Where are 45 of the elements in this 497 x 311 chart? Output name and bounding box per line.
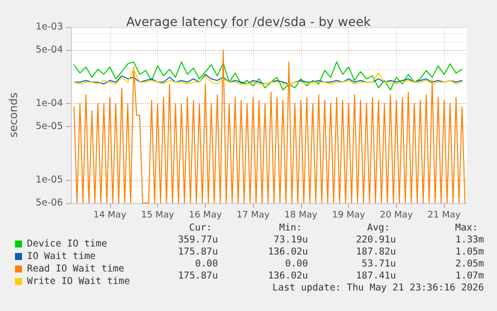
x-tick-label: 18 May xyxy=(284,210,318,220)
text: 175.87u xyxy=(178,270,218,282)
text: 359.77u xyxy=(178,234,218,246)
x-tick-label: 21 May xyxy=(428,210,462,220)
x-tick-label: 14 May xyxy=(93,210,127,220)
line-series xyxy=(73,74,463,84)
line-series xyxy=(73,68,463,84)
text: Avg: xyxy=(367,222,390,234)
text: 136.02u xyxy=(268,270,308,282)
text: 53.71u xyxy=(362,258,396,270)
y-tick-label: 5e-05 xyxy=(36,121,63,132)
text: 2.05m xyxy=(455,258,484,270)
text: 187.82u xyxy=(356,246,396,258)
y-tick-label: 5e-04 xyxy=(36,44,63,56)
text: 1.07m xyxy=(455,270,484,282)
text: 1.05m xyxy=(455,246,484,258)
text: Max: xyxy=(455,222,478,234)
legend-label: IO Wait time xyxy=(27,251,96,262)
text: 0.00 xyxy=(195,258,218,270)
text: 136.02u xyxy=(268,246,308,258)
legend-label: Device IO time xyxy=(27,238,108,250)
line-series xyxy=(73,50,466,204)
legend-label: Read IO Wait time xyxy=(27,264,125,274)
chart-title: Average latency for /dev/sda - by week xyxy=(126,14,372,29)
text: 220.91u xyxy=(356,234,396,246)
text: 187.41u xyxy=(356,270,396,282)
text: 175.87u xyxy=(178,246,218,258)
x-tick-label: 19 May xyxy=(332,210,366,220)
text: 73.19u xyxy=(274,234,308,246)
text: 0.00 xyxy=(285,258,308,270)
y-tick-label: 1e-05 xyxy=(36,174,63,186)
y-tick-label: 1e-03 xyxy=(36,22,63,32)
text: Min: xyxy=(279,222,302,234)
x-tick-label: 17 May xyxy=(236,210,270,220)
x-tick-label: 15 May xyxy=(141,210,175,220)
legend-label: Write IO Wait time xyxy=(27,276,130,287)
y-tick-label: 1e-04 xyxy=(36,98,63,109)
y-tick-label: 5e-06 xyxy=(36,198,63,208)
y-axis-title: seconds xyxy=(7,92,20,138)
x-tick-label: 16 May xyxy=(188,210,222,220)
text: Last update: Thu May 21 23:36:16 2026 xyxy=(272,282,484,294)
text: 1.33m xyxy=(455,234,484,246)
line-series xyxy=(73,61,463,91)
x-tick-label: 20 May xyxy=(380,210,414,220)
text: Cur: xyxy=(189,222,212,234)
